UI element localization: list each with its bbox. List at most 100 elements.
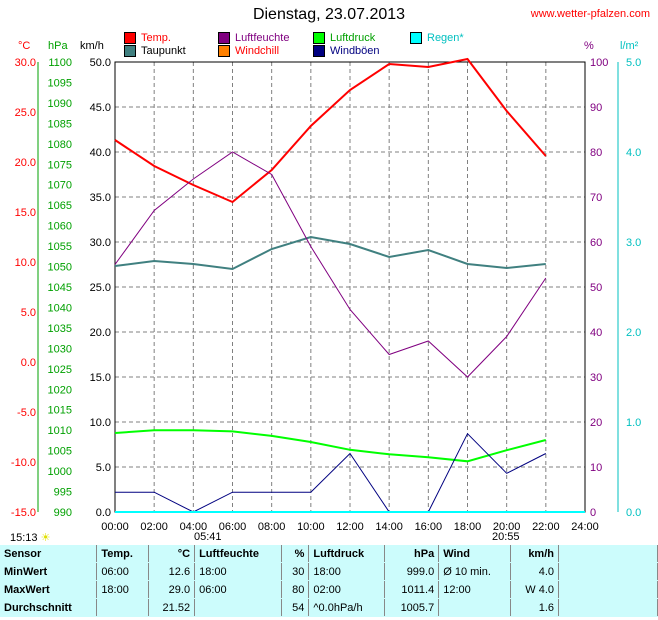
stats-press-val: 999.0 bbox=[384, 562, 440, 581]
temp-tick-label: 25.0 bbox=[15, 107, 36, 119]
humidity-tick-label: 80 bbox=[590, 147, 602, 159]
stats-temp-time bbox=[96, 598, 149, 617]
humidity-tick-label: 70 bbox=[590, 192, 602, 204]
sunset-value: 20:55 bbox=[492, 531, 520, 543]
stats-press-time: 02:00 bbox=[308, 580, 386, 599]
legend-swatch-gusts bbox=[313, 45, 325, 57]
stats-hum-val: 30 bbox=[281, 562, 310, 581]
stats-empty bbox=[558, 545, 658, 563]
stats-empty bbox=[558, 598, 658, 617]
stats-empty bbox=[558, 580, 658, 599]
temp-tick-label: -15.0 bbox=[11, 507, 36, 519]
pressure-tick-label: 1085 bbox=[48, 118, 72, 130]
legend-swatch-pressure bbox=[313, 32, 325, 44]
pressure-tick-label: 1035 bbox=[48, 323, 72, 335]
pressure-tick-label: 1070 bbox=[48, 180, 72, 192]
wind-tick-label: 30.0 bbox=[90, 237, 111, 249]
series-line-taupunkt bbox=[114, 235, 546, 271]
temp-tick-label: 10.0 bbox=[15, 257, 36, 269]
stats-wind-time bbox=[438, 598, 512, 617]
stats-wind-val: 4.0 bbox=[510, 562, 559, 581]
stats-head-wind-unit: km/h bbox=[510, 545, 559, 563]
legend-swatch-rain bbox=[410, 32, 422, 44]
humidity-tick-label: 90 bbox=[590, 102, 602, 114]
stats-head-temp-unit: °C bbox=[148, 545, 196, 563]
stats-wind-val: W 4.0 bbox=[510, 580, 559, 599]
legend-item-humidity: Luftfeuchte bbox=[218, 32, 289, 44]
temp-tick-label: -5.0 bbox=[17, 407, 36, 419]
wind-axis-unit: km/h bbox=[80, 40, 104, 52]
pressure-tick-label: 1020 bbox=[48, 384, 72, 396]
legend-label-rain: Regen* bbox=[427, 32, 464, 44]
legend-item-temp: Temp. bbox=[124, 32, 171, 44]
stats-label: MinWert bbox=[0, 562, 98, 581]
x-tick-label: 12:00 bbox=[336, 521, 364, 533]
rain-tick-label: 1.0 bbox=[626, 417, 641, 429]
humidity-tick-label: 10 bbox=[590, 462, 602, 474]
stats-head-sensor: Sensor bbox=[0, 545, 98, 563]
update-time-value: 15:13 bbox=[10, 532, 38, 544]
pressure-tick-label: 1055 bbox=[48, 241, 72, 253]
rain-tick-label: 3.0 bbox=[626, 237, 641, 249]
stats-head-pressure-unit: hPa bbox=[384, 545, 440, 563]
stats-head-humidity-unit: % bbox=[281, 545, 310, 563]
wind-tick-label: 5.0 bbox=[96, 462, 111, 474]
pressure-tick-label: 1080 bbox=[48, 139, 72, 151]
site-url[interactable]: www.wetter-pfalzen.com bbox=[530, 8, 650, 20]
stats-temp-val: 21.52 bbox=[148, 598, 196, 617]
x-tick-label: 20:00 bbox=[493, 521, 521, 533]
humidity-tick-label: 60 bbox=[590, 237, 602, 249]
stats-wind-time: 12:00 bbox=[438, 580, 512, 599]
weather-chart: 00:00 02:00 04:00 06:00 08:00 10:00 12:00 14:00… bbox=[11, 57, 641, 533]
rain-tick-label: 0.0 bbox=[626, 507, 641, 519]
pressure-tick-label: 1030 bbox=[48, 343, 72, 355]
stats-temp-time: 06:00 bbox=[96, 562, 149, 581]
legend-label-pressure: Luftdruck bbox=[330, 32, 376, 44]
legend-item-gusts: Windböen bbox=[313, 45, 380, 57]
pressure-tick-label: 1050 bbox=[48, 262, 72, 274]
pressure-tick-label: 1015 bbox=[48, 405, 72, 417]
stats-hum-time bbox=[194, 598, 283, 617]
wind-tick-label: 45.0 bbox=[90, 102, 111, 114]
stats-row-min: MinWert 06:00 12.6 18:00 30 18:00 999.0 … bbox=[0, 562, 658, 581]
pressure-tick-label: 1000 bbox=[48, 466, 72, 478]
wind-tick-label: 25.0 bbox=[90, 282, 111, 294]
legend-item-windchill: Windchill bbox=[218, 45, 279, 57]
x-tick-label: 14:00 bbox=[375, 521, 403, 533]
legend-swatch-dewpoint bbox=[124, 45, 136, 57]
x-tick-label: 06:00 bbox=[219, 521, 247, 533]
pressure-tick-label: 1025 bbox=[48, 364, 72, 376]
wind-tick-label: 15.0 bbox=[90, 372, 111, 384]
sun-icon: ☀ bbox=[40, 532, 51, 544]
x-tick-label: 22:00 bbox=[532, 521, 560, 533]
series-line-windben bbox=[115, 432, 547, 513]
temp-tick-label: 0.0 bbox=[21, 357, 36, 369]
pressure-tick-label: 990 bbox=[54, 507, 72, 519]
legend-item-dewpoint: Taupunkt bbox=[124, 45, 186, 57]
update-time: 15:13 ☀ bbox=[10, 531, 50, 544]
pressure-tick-label: 1040 bbox=[48, 302, 72, 314]
legend-label-dewpoint: Taupunkt bbox=[141, 45, 186, 57]
stats-press-val: 1005.7 bbox=[384, 598, 440, 617]
humidity-tick-label: 50 bbox=[590, 282, 602, 294]
series-line-temp bbox=[114, 57, 547, 204]
stats-wind-val: 1.6 bbox=[510, 598, 559, 617]
x-tick-label: 24:00 bbox=[571, 521, 599, 533]
stats-temp-val: 12.6 bbox=[148, 562, 196, 581]
temp-tick-label: 5.0 bbox=[21, 307, 36, 319]
temp-axis-unit: °C bbox=[18, 40, 31, 52]
stats-head-humidity: Luftfeuchte bbox=[194, 545, 283, 563]
wind-tick-label: 40.0 bbox=[90, 147, 111, 159]
humidity-tick-label: 30 bbox=[590, 372, 602, 384]
humidity-tick-label: 20 bbox=[590, 417, 602, 429]
temp-tick-label: 30.0 bbox=[15, 57, 36, 69]
pressure-tick-label: 1065 bbox=[48, 200, 72, 212]
x-tick-label: 16:00 bbox=[415, 521, 443, 533]
pressure-tick-label: 1100 bbox=[48, 57, 72, 69]
stats-header-row: Sensor Temp. °C Luftfeuchte % Luftdruck … bbox=[0, 545, 658, 563]
rain-tick-label: 4.0 bbox=[626, 147, 641, 159]
x-tick-label: 18:00 bbox=[454, 521, 482, 533]
stats-temp-time: 18:00 bbox=[96, 580, 149, 599]
sunrise-value: 05:41 bbox=[194, 531, 222, 543]
rain-tick-label: 5.0 bbox=[626, 57, 641, 69]
